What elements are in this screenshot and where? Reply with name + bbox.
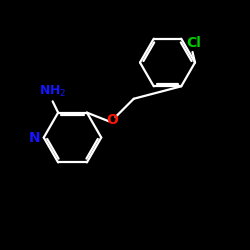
Text: Cl: Cl [186,36,201,50]
Text: O: O [106,113,118,127]
Text: N: N [28,130,40,144]
Text: NH$_2$: NH$_2$ [39,84,66,99]
